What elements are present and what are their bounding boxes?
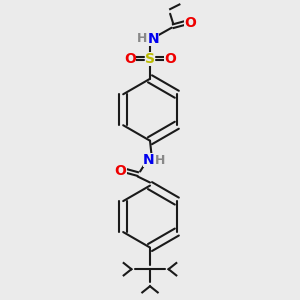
Text: O: O — [184, 16, 196, 30]
Text: O: O — [164, 52, 176, 66]
Text: H: H — [137, 32, 147, 45]
Text: H: H — [155, 154, 165, 166]
Text: O: O — [124, 52, 136, 66]
Text: O: O — [115, 164, 127, 178]
Text: N: N — [142, 153, 154, 167]
Text: N: N — [147, 32, 159, 46]
Text: S: S — [145, 52, 155, 66]
